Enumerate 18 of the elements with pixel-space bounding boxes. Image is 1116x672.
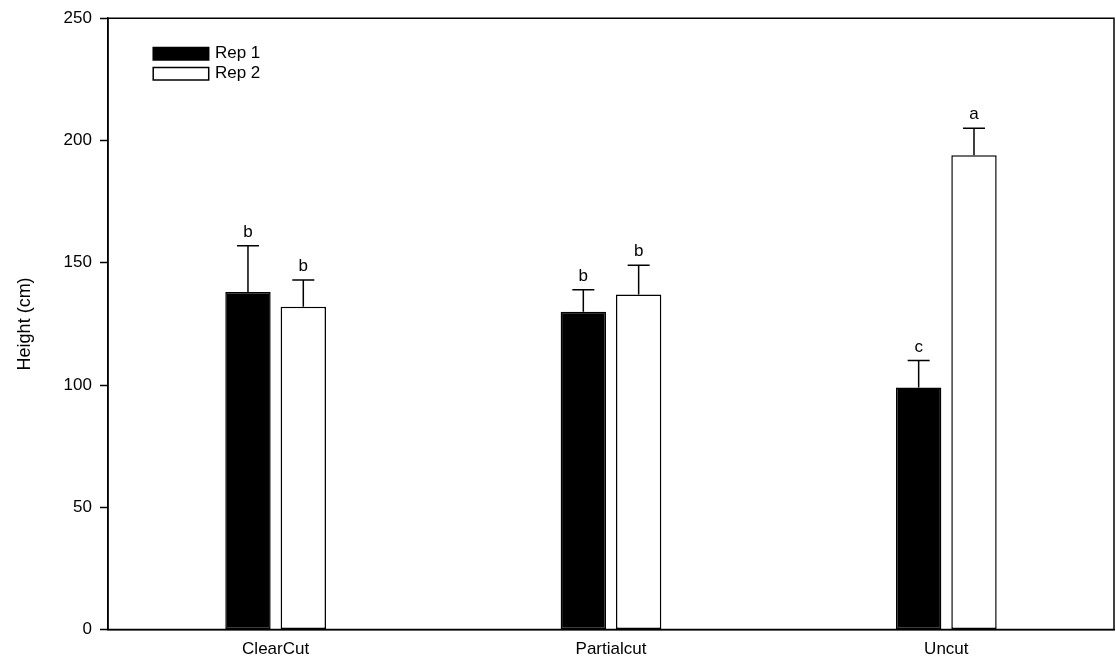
legend-label: Rep 2 bbox=[214, 62, 261, 82]
legend-label: Rep 1 bbox=[214, 42, 261, 62]
y-tick-label: 0 bbox=[82, 619, 92, 639]
data-label: a bbox=[969, 104, 980, 124]
x-tick-label: Partialcut bbox=[575, 639, 647, 659]
data-label: c bbox=[914, 336, 924, 356]
x-tick-label: Uncut bbox=[924, 639, 969, 659]
data-label: b bbox=[243, 221, 253, 241]
y-axis-title: Height (cm) bbox=[13, 277, 34, 371]
y-tick-label: 250 bbox=[63, 7, 92, 27]
data-label: b bbox=[298, 256, 309, 276]
data-label: b bbox=[578, 265, 589, 285]
y-tick-label: 150 bbox=[63, 252, 92, 272]
data-label: b bbox=[633, 241, 644, 261]
y-tick-label: 200 bbox=[63, 130, 92, 150]
y-tick-label: 100 bbox=[63, 374, 92, 394]
x-tick-label: ClearCut bbox=[242, 639, 310, 659]
y-tick-label: 50 bbox=[73, 497, 92, 517]
